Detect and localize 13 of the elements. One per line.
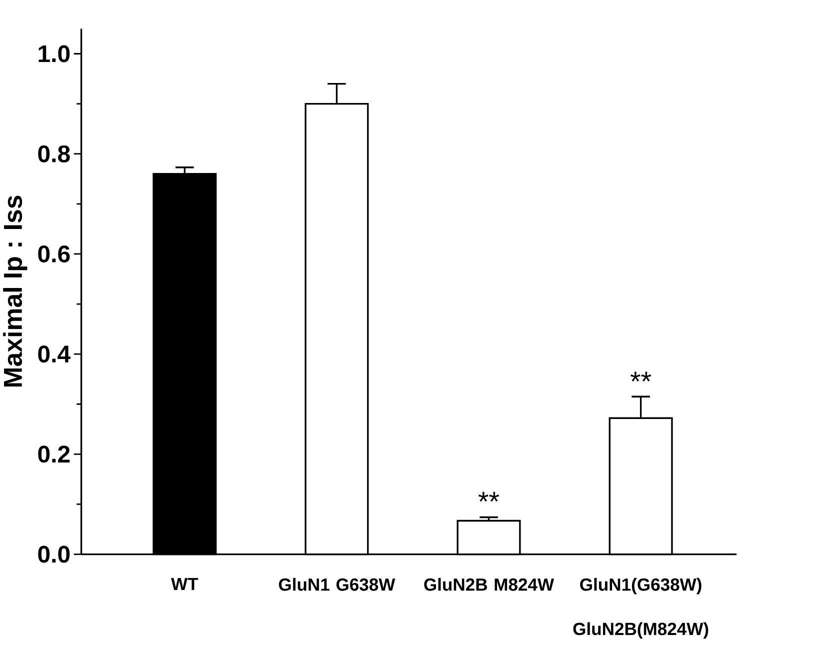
annotation: ** [478,492,500,502]
annotation: ** [630,372,652,382]
x-tick-label: WT [171,578,198,590]
x-tick-label: GluN1 G638W [278,578,396,591]
category-label: GluN1(G638W) GluN2B(M824W) [573,578,708,639]
y-tick-label: 0.4 [38,346,70,363]
y-axis-title: Maximal Ip : Iss [3,196,28,387]
y-tick-label: 0.2 [38,446,70,463]
x-tick-label: GluN2B M824W [424,578,554,591]
y-tick-label: 1.0 [38,45,70,62]
y-tick-label: 0.6 [38,245,70,262]
y-tick-label: 0.8 [38,145,70,162]
y-tick-label: 0.0 [38,546,70,563]
